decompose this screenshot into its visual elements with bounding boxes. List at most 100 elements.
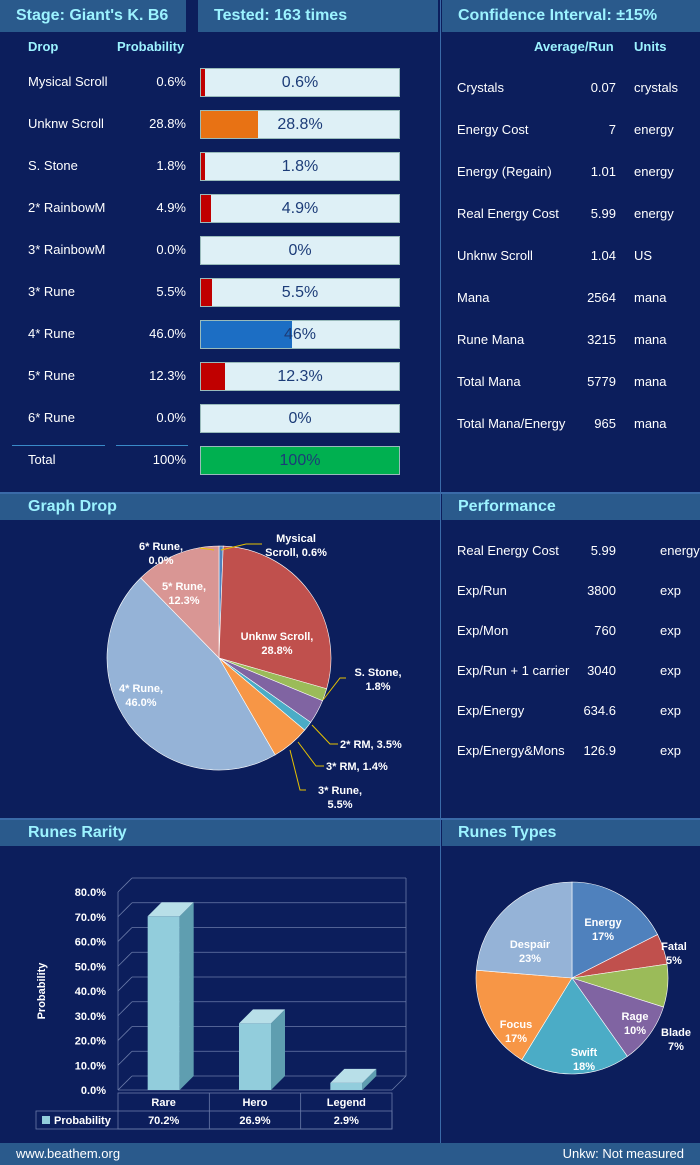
runes-types-header: Runes Types (442, 820, 700, 846)
pie-label: Energy 17% (584, 917, 622, 943)
pie-label-line: Fatal (661, 941, 687, 953)
pie-label: S. Stone, 1.8% (354, 667, 401, 693)
drop-probability: 1.8% (156, 158, 186, 173)
pie-slice (571, 881, 659, 979)
stat-name: Mana (457, 290, 490, 305)
probability-bar-fill (201, 447, 399, 474)
pie-label: Fatal 5% (661, 941, 687, 967)
pie-label: 2* RM, 3.5% (340, 739, 402, 751)
leader-line (220, 543, 262, 551)
performance-name: Exp/Energy&Mons (457, 743, 565, 758)
x-tick-label: Rare (151, 1097, 175, 1109)
pie-slice (106, 577, 276, 771)
pie-label-line: Blade (661, 1027, 691, 1039)
pie-label: Rage 10% (622, 1011, 649, 1037)
stat-unit: mana (634, 374, 667, 389)
drop-probability: 0.0% (156, 410, 186, 425)
bar-top (330, 1068, 377, 1083)
stat-value: 1.01 (590, 164, 616, 179)
section-separator (0, 818, 700, 820)
pie-label: 4* Rune, 46.0% (119, 683, 163, 709)
probability-bar-label: 28.8% (277, 116, 323, 133)
grid-line (117, 877, 133, 893)
pie-label-line: 17% (505, 1033, 527, 1045)
probability-bar: 0% (200, 236, 400, 265)
pie-label-line: 23% (519, 953, 541, 965)
runes-types-pie-chart: Energy 17% Fatal 5% Blade 7% Rage 10% Swift 18% Fo… (475, 881, 691, 1075)
y-tick-label: 70.0% (75, 912, 106, 924)
stat-unit: energy (634, 122, 674, 137)
leader-line (322, 677, 346, 701)
pie-label-line: 7% (668, 1041, 684, 1053)
leader-line (311, 724, 338, 745)
stat-unit: mana (634, 290, 667, 305)
performance-value: 126.9 (583, 743, 616, 758)
stat-name: Rune Mana (457, 332, 525, 347)
probability-bar: 12.3% (200, 362, 400, 391)
site-link[interactable]: www.beathem.org (16, 1146, 121, 1161)
grid-line (117, 976, 133, 992)
bar (147, 916, 180, 1090)
pie-label-line: 10% (624, 1025, 646, 1037)
y-tick-label: 30.0% (75, 1011, 106, 1023)
pie-label: 3* Rune, 5.5% (318, 785, 362, 811)
drop-name: 3* Rune (28, 284, 75, 299)
divider (12, 445, 105, 446)
pie-label-line: 6* Rune, (139, 541, 183, 553)
y-tick-label: 60.0% (75, 937, 106, 949)
drop-name: Unknw Scroll (28, 116, 104, 131)
pie-label: Swift 18% (571, 1047, 598, 1073)
y-tick-label: 50.0% (75, 961, 106, 973)
legend-label: Probability (54, 1115, 112, 1127)
performance-name: Exp/Energy (457, 703, 525, 718)
stat-name: Real Energy Cost (457, 206, 559, 221)
pie-label-line: 12.3% (168, 595, 199, 607)
leader-line (297, 741, 324, 767)
y-tick-label: 0.0% (81, 1085, 106, 1097)
y-tick-label: 80.0% (75, 887, 106, 899)
data-label: 26.9% (239, 1115, 270, 1127)
data-label: 70.2% (148, 1115, 179, 1127)
pie-label-line: 28.8% (261, 645, 292, 657)
average-column-header: Average/Run (534, 39, 614, 54)
pie-label-line: 1.8% (365, 681, 390, 693)
pie-label: 3* RM, 1.4% (326, 761, 388, 773)
footer-bar: www.beathem.org Unkw: Not measured (0, 1143, 700, 1165)
legend-swatch (42, 1116, 50, 1124)
stat-unit: energy (634, 164, 674, 179)
probability-bar-fill (201, 279, 212, 306)
probability-bar-label: 0% (288, 242, 312, 259)
bar-side (179, 902, 194, 1090)
probability-bar-fill (201, 69, 205, 96)
drop-probability: 12.3% (149, 368, 186, 383)
performance-name: Exp/Run + 1 carrier (457, 663, 570, 678)
probability-bar-fill (201, 321, 293, 348)
y-tick-label: 20.0% (75, 1036, 106, 1048)
performance-unit: exp (660, 583, 681, 598)
probability-bar-label: 46% (283, 326, 317, 343)
probability-bar: 100% (200, 446, 400, 475)
pie-label-line: Focus (500, 1019, 532, 1031)
x-tick-label: Legend (327, 1097, 366, 1109)
probability-bar: 1.8% (200, 152, 400, 181)
pie-label-line: 5% (666, 955, 682, 967)
bar-side (362, 1068, 377, 1090)
stat-unit: mana (634, 416, 667, 431)
probability-column-header: Probability (117, 39, 185, 54)
drop-column-header: Drop (28, 39, 59, 54)
performance-value: 760 (594, 623, 616, 638)
graph-drop-header: Graph Drop (0, 494, 440, 520)
pie-label: Despair 23% (510, 939, 551, 965)
y-axis-label: Probability (36, 962, 48, 1020)
pie-label-line: S. Stone, (354, 667, 401, 679)
performance-header: Performance (442, 494, 700, 520)
data-label: 2.9% (334, 1115, 359, 1127)
pie-slice (140, 545, 220, 659)
pie-label: Blade 7% (661, 1027, 691, 1053)
drop-probability: 5.5% (156, 284, 186, 299)
stat-name: Crystals (457, 80, 504, 95)
grid-line (117, 1050, 133, 1066)
pie-label-line: 3* Rune, (318, 785, 362, 797)
drop-probability: 0.0% (156, 242, 186, 257)
stage-title: Stage: Giant's K. B6 (0, 0, 186, 32)
